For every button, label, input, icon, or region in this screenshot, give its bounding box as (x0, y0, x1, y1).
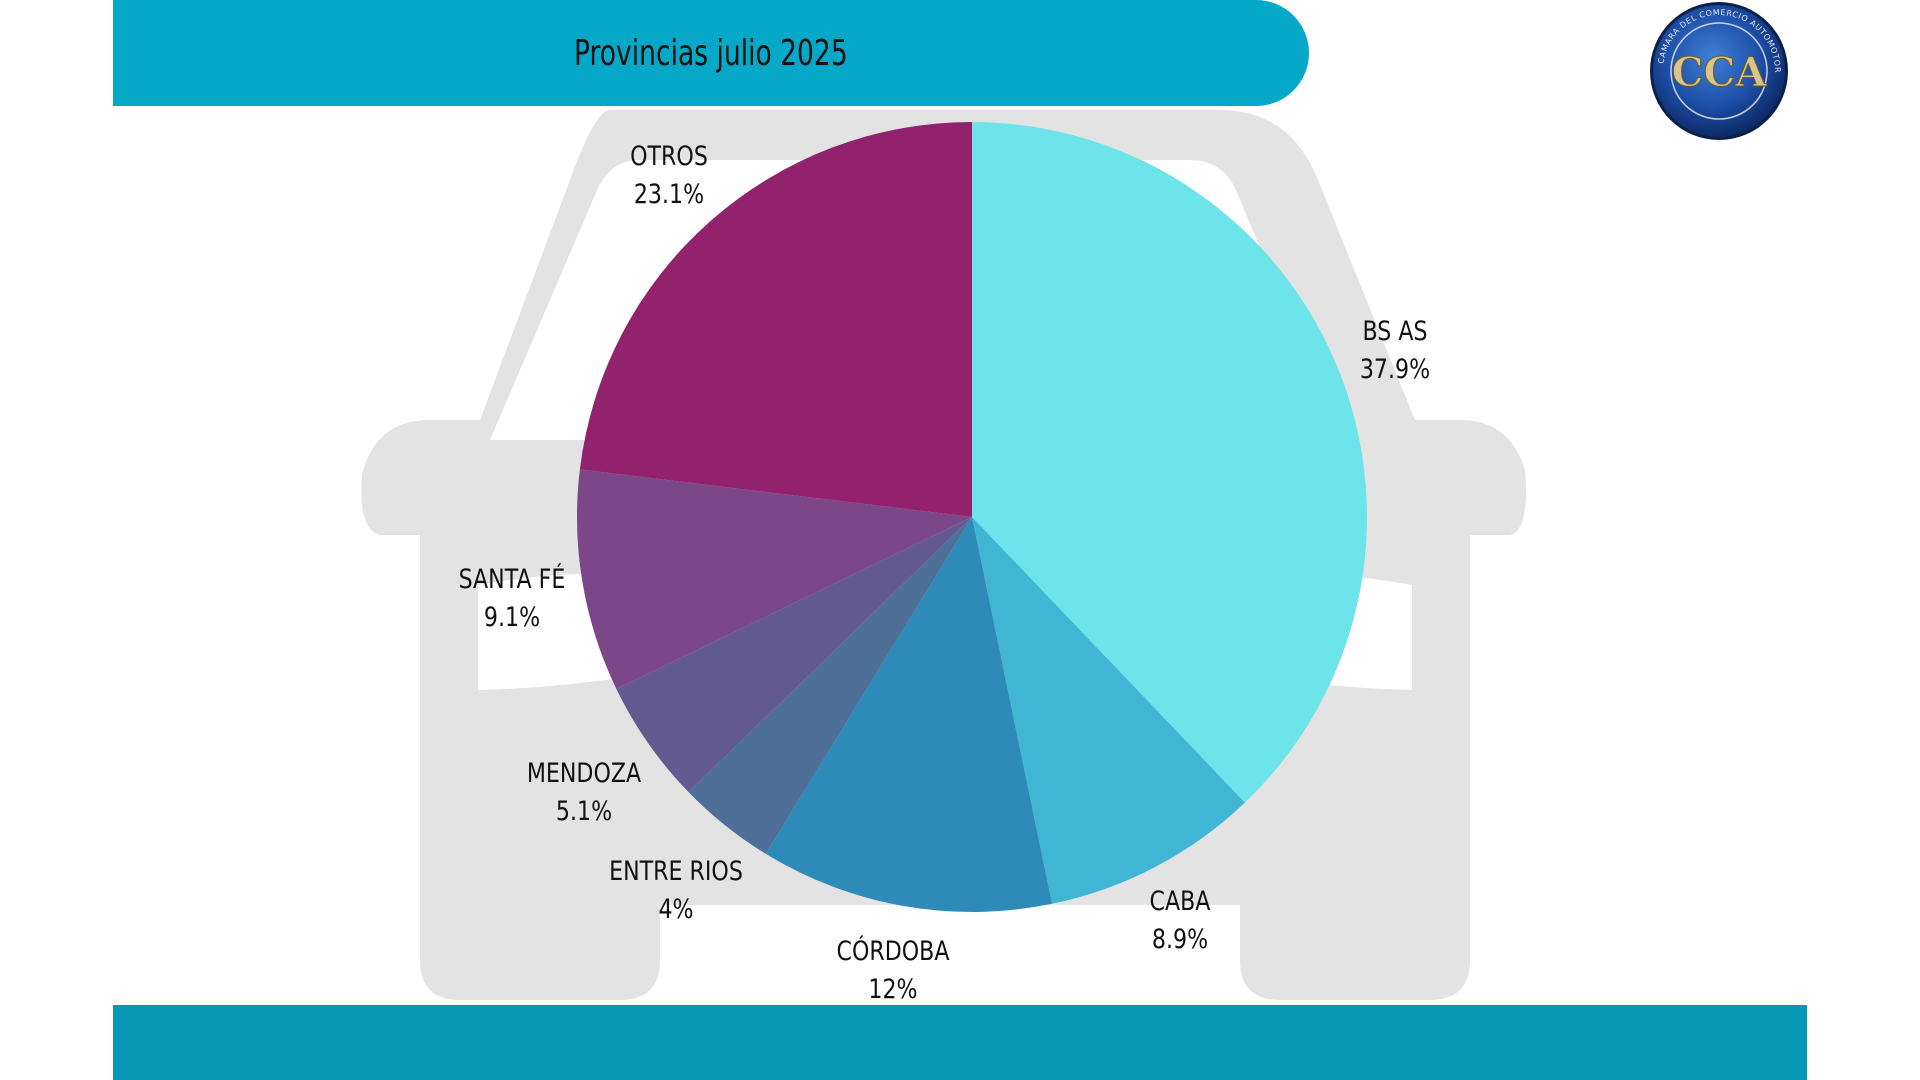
footer-bar (113, 1005, 1807, 1080)
slice-label: BS AS (1362, 315, 1427, 347)
pie-slices (577, 122, 1368, 913)
slice-value-label: 23.1% (634, 178, 704, 210)
slice-label: MENDOZA (527, 757, 641, 789)
slice-value-label: 8.9% (1152, 923, 1208, 955)
slice-label: OTROS (630, 140, 708, 172)
chart-title: Provincias julio 2025 (574, 32, 848, 74)
slice-label: SANTA FÉ (459, 563, 566, 595)
pie-slice-mendoza (616, 517, 972, 793)
header-bar: Provincias julio 2025 (113, 0, 1309, 106)
slice-value-label: 9.1% (484, 601, 540, 633)
cca-logo-icon: CAMARA DEL COMERCIO AUTOMOTOR CCA (1650, 2, 1788, 140)
slice-value-label: 4% (658, 893, 693, 925)
slice-value-label: 37.9% (1360, 353, 1430, 385)
slice-value-label: 5.1% (556, 795, 612, 827)
pie-slice-santa-f- (577, 469, 972, 689)
slice-label: CABA (1150, 885, 1211, 917)
slice-value-label: 12% (868, 973, 917, 1005)
pie-slice-c-rdoba (765, 517, 1053, 913)
pie-slice-otros (579, 122, 972, 517)
pie-slice-bs-as (972, 122, 1368, 803)
pie-slice-entre-rios (688, 517, 972, 854)
pie-labels: BS AS 37.9% CABA 8.9% CÓRDOBA 12% ENTRE RIOS 4%… (459, 140, 1431, 1005)
logo-initials: CCA (1672, 49, 1768, 96)
pie-slice-caba (972, 517, 1245, 904)
slice-label: ENTRE RIOS (609, 855, 743, 887)
slice-label: CÓRDOBA (836, 934, 949, 967)
